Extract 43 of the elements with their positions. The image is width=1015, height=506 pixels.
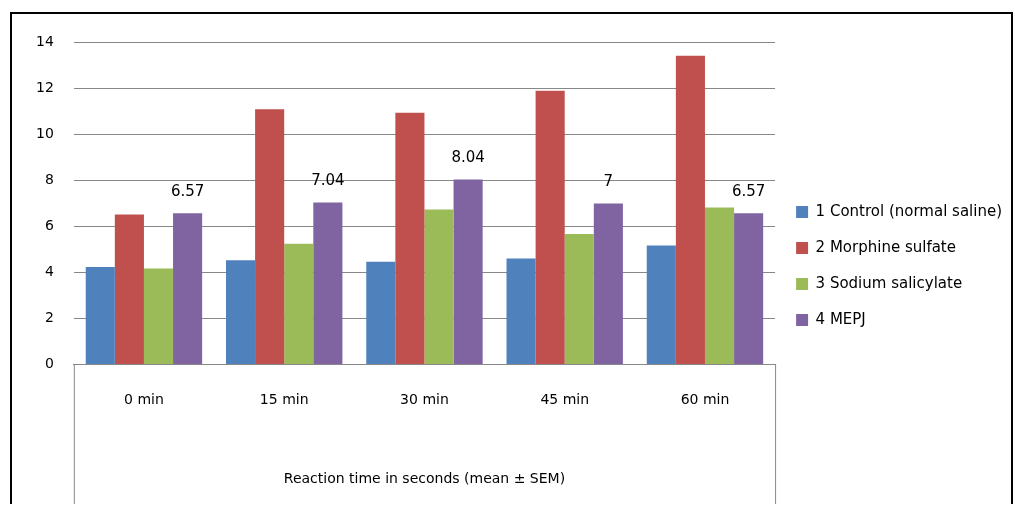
bar: [313, 202, 343, 364]
data-label: 6.57: [731, 181, 766, 200]
bar: [535, 90, 565, 364]
x-tick-label: 60 min: [680, 391, 730, 408]
legend-label: 2 Morphine sulfate: [815, 237, 956, 256]
y-tick-label: 0: [44, 355, 54, 372]
bar: [646, 245, 676, 364]
bar: [675, 55, 705, 364]
bar: [173, 213, 203, 364]
bar: [734, 213, 764, 364]
bar: [255, 109, 285, 364]
data-label: 7: [603, 171, 614, 190]
bar: [506, 258, 536, 364]
x-tick-label: 30 min: [400, 391, 449, 408]
bar: [225, 260, 256, 364]
y-tick-label: 2: [44, 309, 54, 326]
bar: [424, 209, 454, 364]
bar: [366, 261, 396, 364]
bar: [143, 268, 174, 364]
x-axis-title: Reaction time in seconds (mean ± SEM): [283, 470, 566, 487]
bar: [114, 214, 144, 364]
y-tick-label: 10: [35, 125, 54, 142]
x-tick-label: 15 min: [259, 391, 309, 408]
bar: [284, 243, 314, 364]
data-label: 7.04: [311, 170, 345, 189]
bar: [564, 233, 594, 364]
y-tick-label: 6: [44, 217, 54, 234]
x-tick-label: 0 min: [124, 391, 164, 408]
legend-label: 4 MEPJ: [815, 309, 866, 328]
x-tick-label: 45 min: [540, 391, 590, 408]
y-tick-label: 14: [35, 33, 54, 50]
bar: [593, 203, 623, 364]
y-tick-label: 8: [44, 171, 54, 188]
data-label: 6.57: [170, 181, 205, 200]
legend-label: 3 Sodium salicylate: [815, 273, 963, 292]
legend-label: 1 Control (normal saline): [815, 201, 1003, 220]
data-label: 8.04: [451, 147, 485, 166]
y-tick-label: 4: [44, 263, 54, 280]
bar: [85, 266, 115, 364]
bar: [704, 207, 735, 364]
bar: [395, 112, 425, 364]
y-tick-label: 12: [35, 79, 54, 96]
bar: [453, 179, 483, 364]
